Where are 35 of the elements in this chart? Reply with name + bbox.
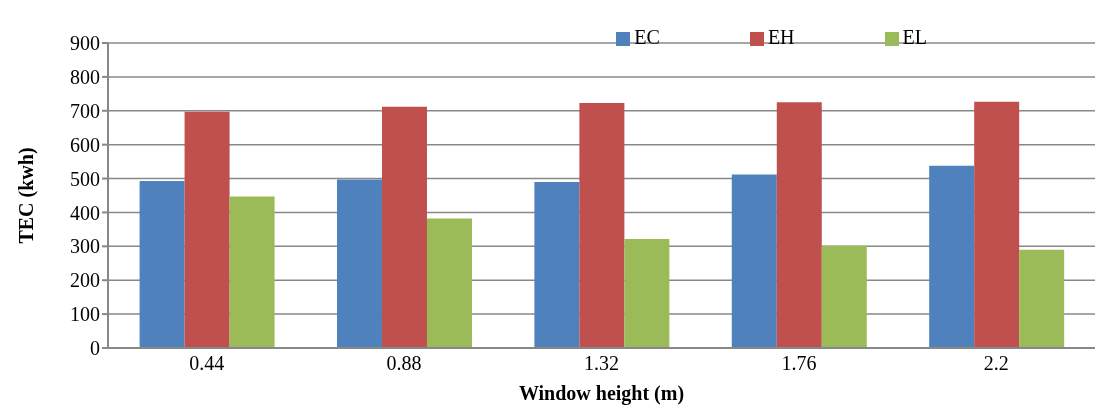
bar [776, 102, 822, 348]
y-tick-label: 800 [70, 65, 100, 88]
y-tick-label: 500 [70, 167, 100, 190]
bar [974, 101, 1020, 348]
y-tick-label: 0 [90, 337, 100, 360]
legend-label: EL [902, 26, 927, 48]
x-tick-label: 0.88 [386, 352, 422, 375]
x-tick-label: 2.2 [983, 352, 1009, 375]
x-tick-label: 0.44 [189, 352, 225, 375]
bar [381, 106, 427, 348]
bar [579, 102, 625, 348]
x-tick-label: 1.32 [584, 352, 619, 375]
bar [184, 111, 230, 348]
y-axis-title: TEC (kwh) [15, 147, 39, 244]
legend-label: EH [767, 26, 795, 48]
y-tick-label: 100 [70, 303, 100, 326]
y-tick-label: 700 [70, 99, 100, 122]
y-tick-label: 600 [70, 133, 100, 156]
bar [336, 179, 382, 348]
bar [229, 196, 275, 348]
y-tick-label: 200 [70, 269, 100, 292]
bar [1019, 249, 1065, 348]
y-tick-label: 300 [70, 235, 100, 258]
bar [929, 165, 975, 348]
bar [624, 238, 670, 348]
bar [534, 181, 580, 348]
x-tick-label: 1.76 [781, 352, 817, 375]
x-axis-title: Window height (m) [518, 382, 685, 405]
bar [821, 245, 867, 348]
legend-label: EC [634, 26, 660, 48]
bar [731, 174, 777, 348]
bar [139, 180, 185, 348]
y-tick-label: 900 [70, 32, 100, 55]
bar [426, 218, 472, 348]
y-tick-label: 400 [70, 201, 100, 224]
